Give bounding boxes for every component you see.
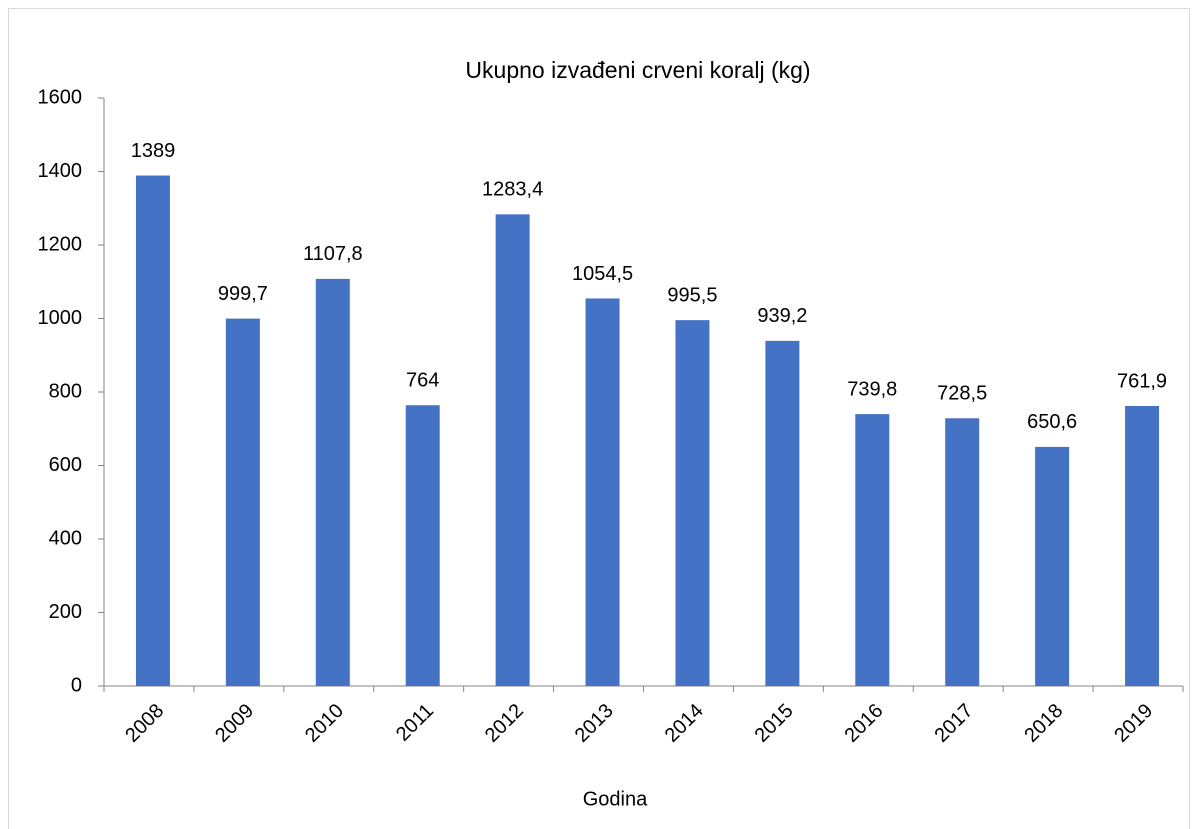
data-label: 995,5 <box>667 284 717 306</box>
y-tick-label: 400 <box>49 527 82 549</box>
bar <box>585 298 620 686</box>
data-label: 764 <box>406 370 439 392</box>
x-axis-label: Godina <box>583 788 648 810</box>
y-tick-label: 1200 <box>38 233 83 255</box>
data-label: 999,7 <box>218 283 268 305</box>
bar <box>855 414 890 686</box>
y-tick-label: 1400 <box>38 160 83 182</box>
data-label: 1389 <box>131 140 176 162</box>
data-label: 739,8 <box>847 378 897 400</box>
chart-title: Ukupno izvađeni crveni koralj (kg) <box>465 57 810 83</box>
bar <box>675 320 710 686</box>
bar <box>225 318 260 686</box>
bar <box>135 175 170 687</box>
bar <box>1035 446 1070 686</box>
data-label: 761,9 <box>1117 370 1167 392</box>
bar <box>495 214 530 686</box>
data-label: 1054,5 <box>572 263 633 285</box>
data-label: 1107,8 <box>303 243 363 265</box>
data-label: 728,5 <box>937 383 987 405</box>
y-tick-label: 0 <box>71 674 82 696</box>
data-label: 939,2 <box>757 305 807 327</box>
data-label: 1283,4 <box>482 179 543 201</box>
bar <box>765 340 800 686</box>
y-tick-label: 800 <box>49 380 82 402</box>
bar <box>1125 406 1160 686</box>
bar <box>315 278 350 686</box>
y-tick-label: 200 <box>49 601 82 623</box>
y-tick-label: 600 <box>49 454 82 476</box>
data-label: 650,6 <box>1027 411 1077 433</box>
y-tick-label: 1000 <box>38 307 83 329</box>
bar <box>405 405 440 686</box>
bar <box>945 418 980 686</box>
y-tick-label: 1600 <box>38 86 83 108</box>
